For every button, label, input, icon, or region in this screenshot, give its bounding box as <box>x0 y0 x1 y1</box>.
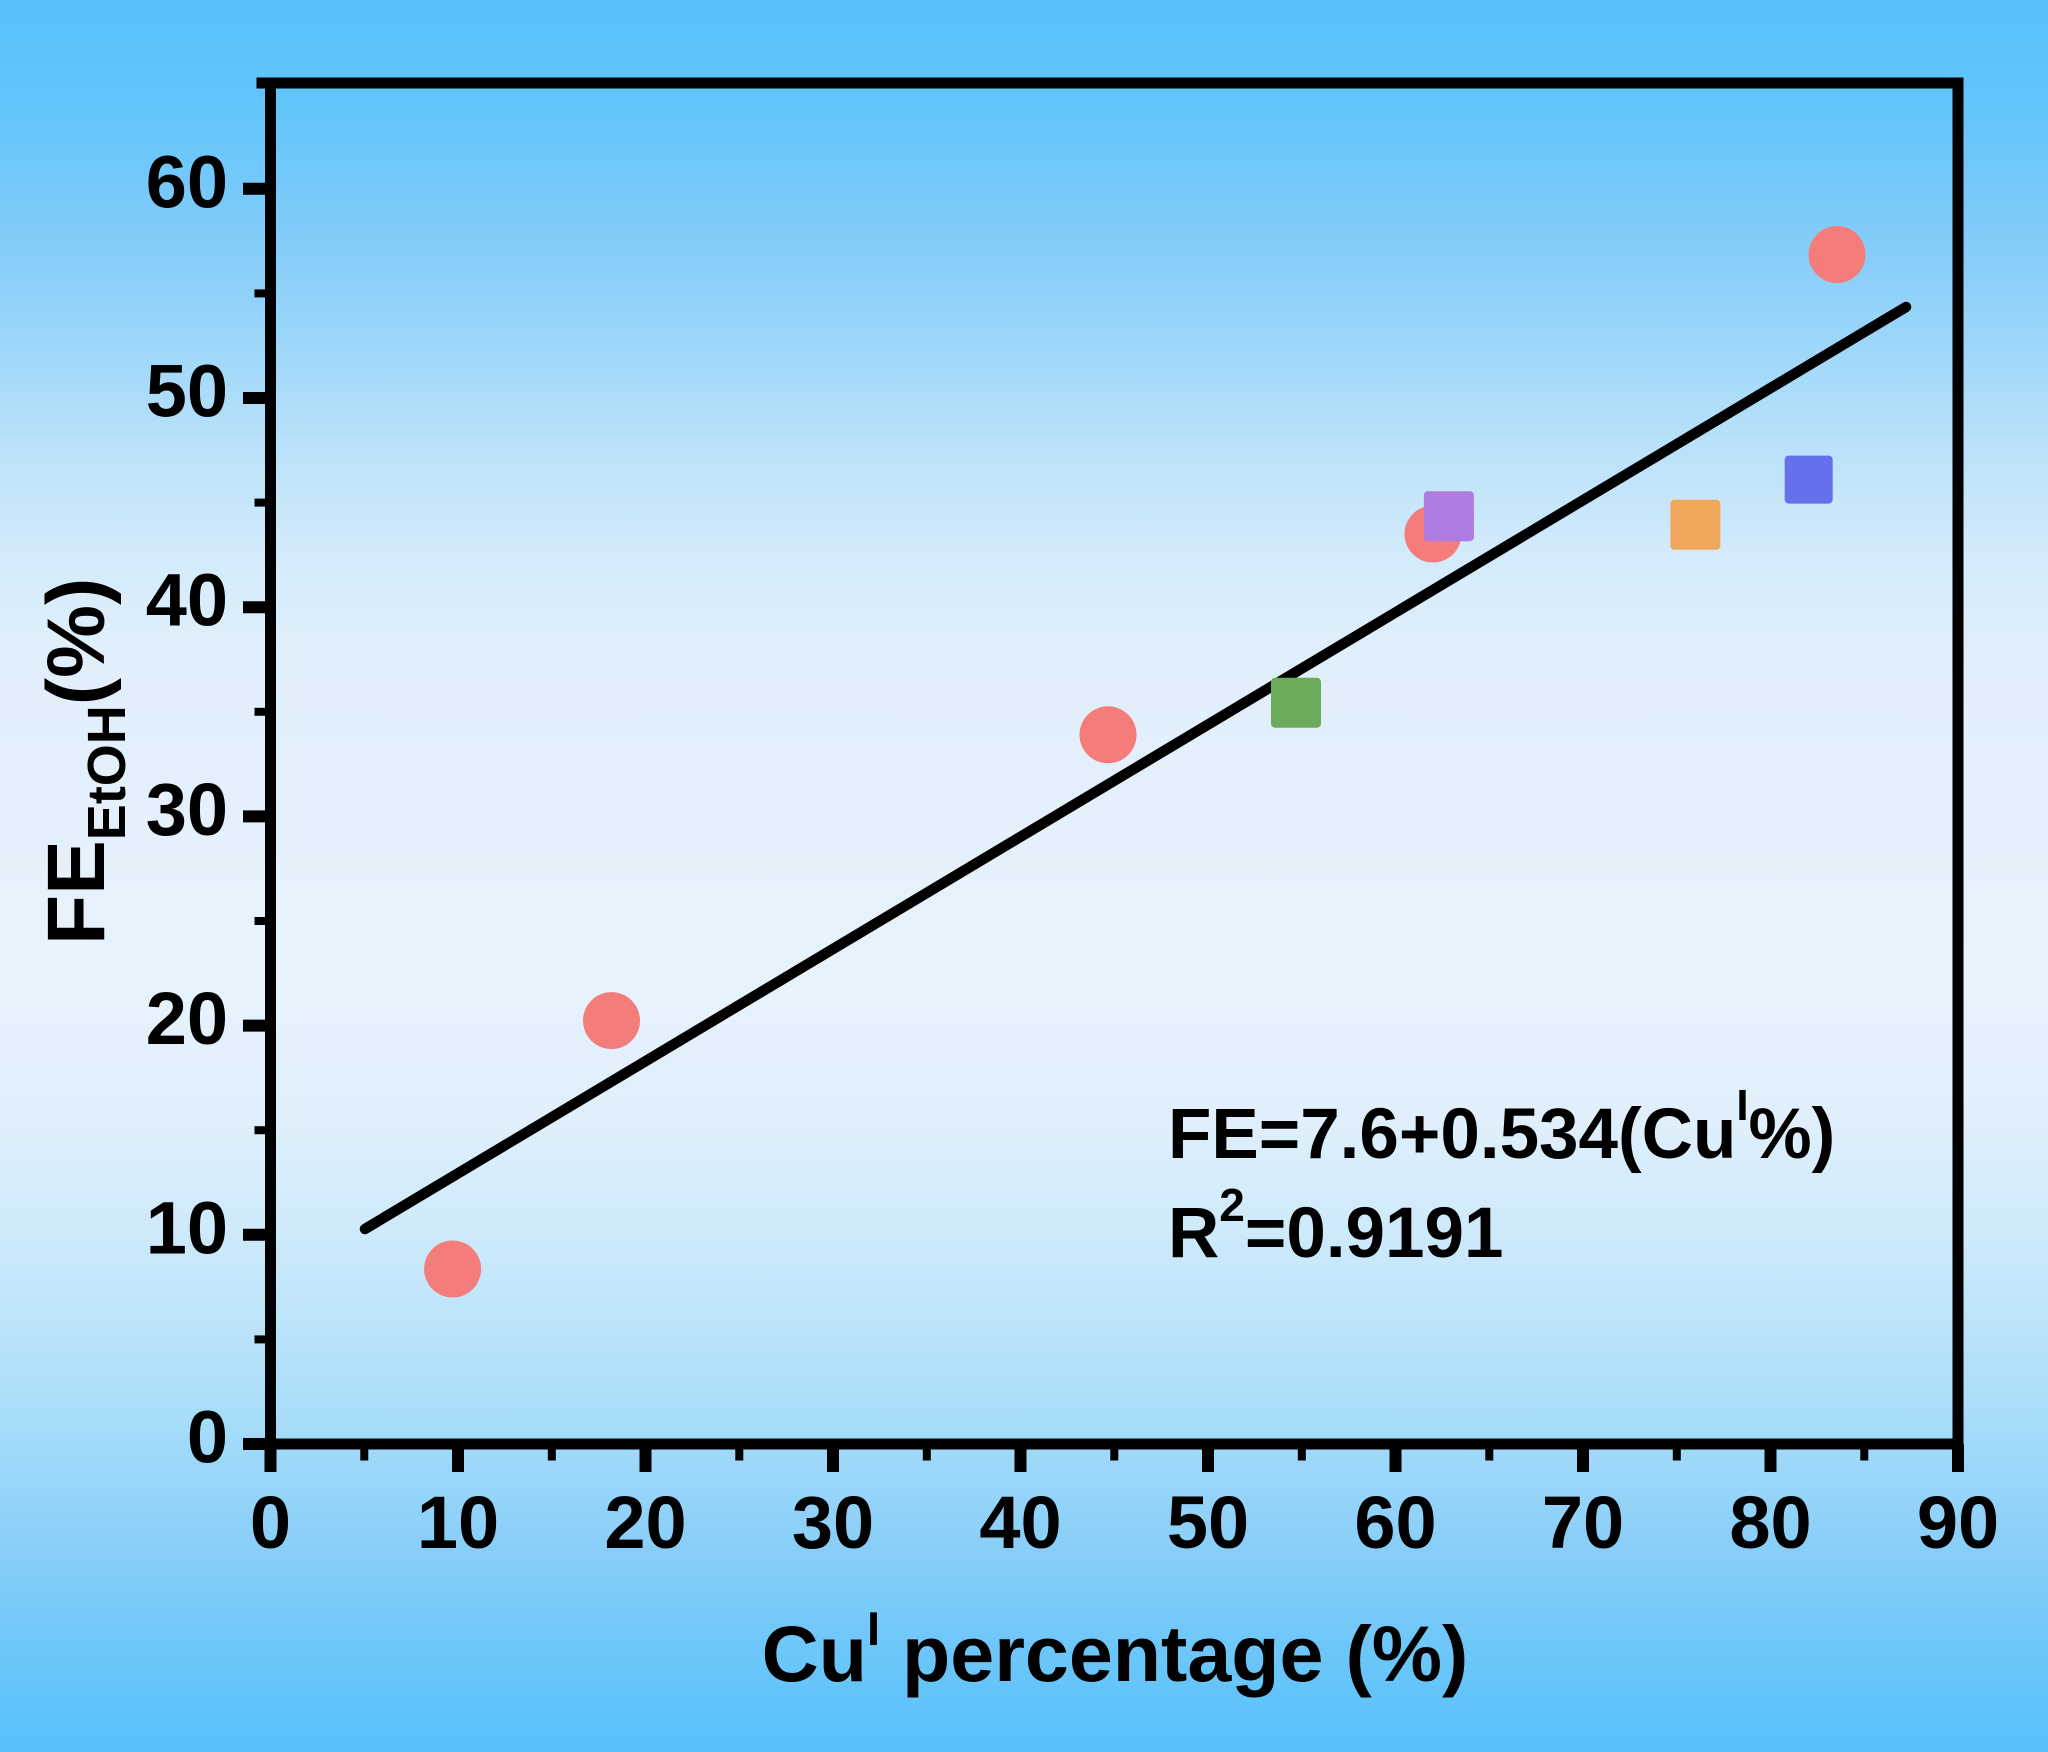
svg-text:0: 0 <box>250 1481 291 1564</box>
svg-text:10: 10 <box>146 1186 228 1269</box>
svg-text:R2=0.9191: R2=0.9191 <box>1168 1179 1504 1273</box>
svg-text:10: 10 <box>417 1481 499 1564</box>
svg-text:30: 30 <box>146 768 228 851</box>
svg-text:60: 60 <box>146 140 228 223</box>
svg-text:40: 40 <box>979 1481 1061 1564</box>
svg-text:40: 40 <box>146 559 228 642</box>
svg-text:FEEtOH(%): FEEtOH(%) <box>31 578 137 945</box>
svg-text:FE=7.6+0.534(CuI%): FE=7.6+0.534(CuI%) <box>1168 1081 1835 1174</box>
svg-text:90: 90 <box>1917 1481 1999 1564</box>
svg-text:50: 50 <box>1167 1481 1249 1564</box>
svg-text:CuI percentage (%): CuI percentage (%) <box>762 1602 1469 1698</box>
svg-text:60: 60 <box>1354 1481 1436 1564</box>
svg-text:30: 30 <box>792 1481 874 1564</box>
svg-text:80: 80 <box>1729 1481 1811 1564</box>
svg-text:20: 20 <box>604 1481 686 1564</box>
svg-text:50: 50 <box>146 350 228 433</box>
svg-text:0: 0 <box>187 1396 228 1479</box>
svg-text:20: 20 <box>146 977 228 1060</box>
svg-text:70: 70 <box>1542 1481 1624 1564</box>
